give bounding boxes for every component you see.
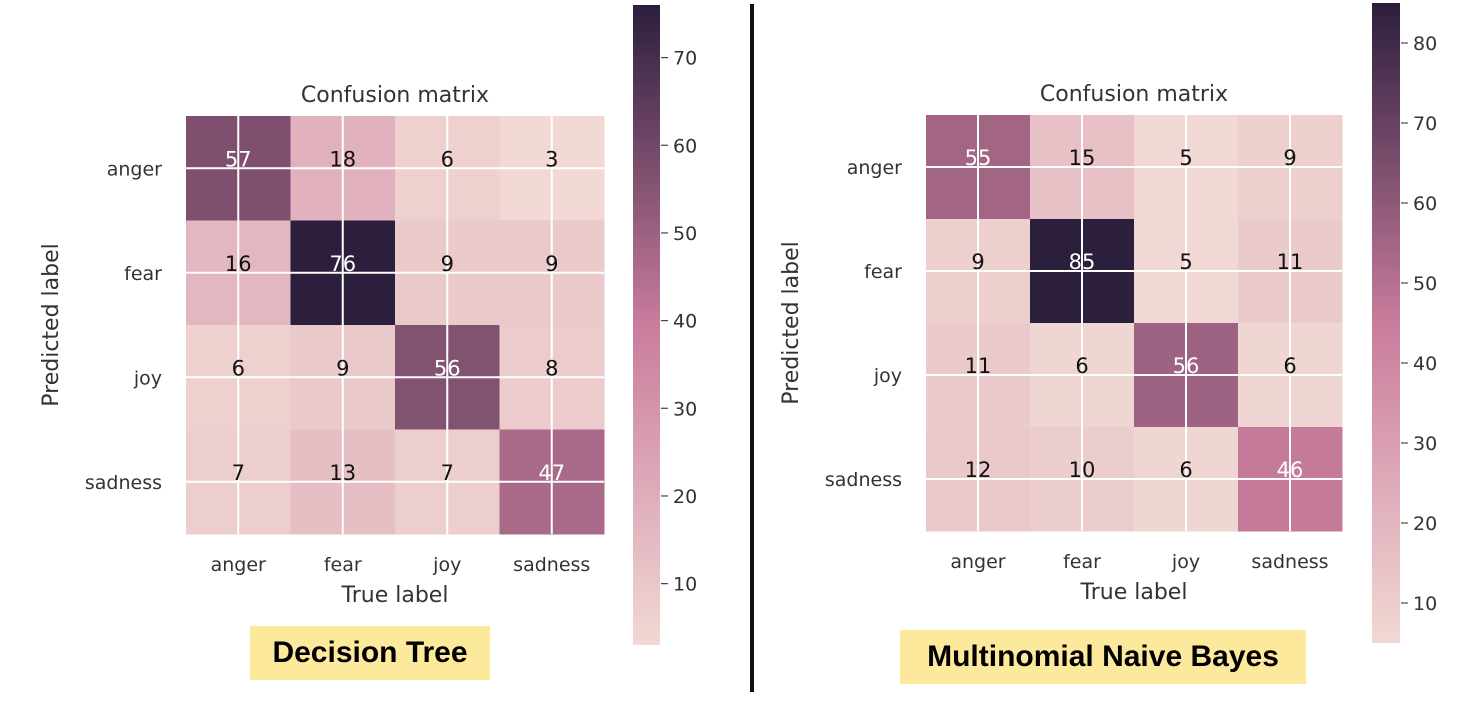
x-tick-label-1: fear: [1063, 551, 1101, 573]
value-label-3-3: 46: [1277, 458, 1304, 482]
panel-divider: [750, 4, 754, 692]
value-label-1-0: 9: [971, 250, 984, 274]
value-label-1-3: 9: [545, 252, 558, 276]
x-tick-label-0: anger: [950, 551, 1005, 573]
y-tick-label-3: sadness: [85, 472, 162, 494]
value-label-0-0: 57: [225, 147, 252, 171]
chart-title: Confusion matrix: [1040, 82, 1228, 107]
x-axis-label: True label: [341, 583, 449, 608]
colorbar-tick-label-3: 40: [1413, 353, 1437, 375]
value-label-0-2: 6: [441, 147, 454, 171]
value-label-2-1: 6: [1075, 354, 1088, 378]
colorbar-tick-label-4: 50: [673, 223, 697, 245]
value-label-2-3: 6: [1283, 354, 1296, 378]
value-label-0-1: 18: [329, 147, 356, 171]
colorbar-tick-label-2: 30: [1413, 433, 1437, 455]
chart-title: Confusion matrix: [301, 83, 489, 108]
colorbar-tick-label-1: 20: [1413, 513, 1437, 535]
value-label-3-2: 6: [1179, 458, 1192, 482]
value-label-3-3: 47: [538, 461, 565, 485]
colorbar-tick-label-1: 20: [673, 486, 697, 508]
value-label-0-3: 9: [1283, 146, 1296, 170]
value-label-2-0: 11: [965, 354, 992, 378]
x-tick-label-3: sadness: [1251, 551, 1328, 573]
value-label-0-3: 3: [545, 147, 558, 171]
y-tick-label-1: fear: [864, 261, 902, 283]
colorbar-tick-label-0: 10: [1413, 593, 1437, 615]
value-label-2-2: 56: [434, 356, 461, 380]
decision-tree-confusion-matrix: 57 18 6 3 16 76 9 9 6 9 56 8 7 13 7 47 Confusion matrix a…: [39, 5, 697, 645]
colorbar-tick-label-3: 40: [673, 311, 697, 333]
y-tick-label-0: anger: [107, 158, 162, 180]
y-axis-label: Predicted label: [779, 241, 804, 404]
x-tick-label-1: fear: [324, 554, 362, 576]
y-tick-label-3: sadness: [825, 469, 902, 491]
value-label-1-1: 76: [329, 252, 356, 276]
value-label-2-0: 6: [232, 356, 245, 380]
y-tick-label-0: anger: [847, 157, 902, 179]
decision-tree-caption: Decision Tree: [250, 626, 490, 680]
x-tick-label-2: joy: [432, 554, 461, 576]
value-label-3-1: 13: [329, 461, 356, 485]
x-tick-label-3: sadness: [513, 554, 590, 576]
value-label-2-3: 8: [545, 356, 558, 380]
colorbar-tick-label-5: 60: [1413, 193, 1437, 215]
value-label-3-2: 7: [441, 461, 454, 485]
y-axis-label: Predicted label: [39, 243, 64, 406]
colorbar-tick-label-6: 70: [1413, 113, 1437, 135]
value-label-1-0: 16: [225, 252, 252, 276]
colorbar-tick-label-0: 10: [673, 574, 697, 596]
colorbar-tick-label-2: 30: [673, 398, 697, 420]
y-tick-label-1: fear: [124, 263, 162, 285]
value-label-2-2: 56: [1173, 354, 1200, 378]
colorbar-tick-label-5: 60: [673, 135, 697, 157]
value-label-0-2: 5: [1179, 146, 1192, 170]
value-label-1-3: 11: [1277, 250, 1304, 274]
value-label-1-2: 9: [441, 252, 454, 276]
colorbar: [633, 5, 660, 645]
value-label-1-1: 85: [1069, 250, 1096, 274]
left-panel: 57 18 6 3 16 76 9 9 6 9 56 8 7 13 7 47 Confusion matrix a…: [39, 5, 697, 645]
colorbar: [1372, 3, 1400, 643]
colorbar-tick-label-7: 80: [1413, 33, 1437, 55]
value-label-2-1: 9: [336, 356, 349, 380]
value-label-3-0: 12: [965, 458, 992, 482]
value-label-0-0: 55: [965, 146, 992, 170]
y-tick-label-2: joy: [873, 365, 902, 387]
right-panel: 55 15 5 9 9 85 5 11 11 6 56 6 12 10 6 46 Confusion matri…: [740, 0, 1474, 704]
x-tick-label-0: anger: [211, 554, 266, 576]
y-tick-label-2: joy: [133, 367, 162, 389]
value-label-3-1: 10: [1069, 458, 1096, 482]
colorbar-tick-label-6: 70: [673, 48, 697, 70]
colorbar-tick-label-4: 50: [1413, 273, 1437, 295]
x-tick-label-2: joy: [1171, 551, 1200, 573]
x-axis-label: True label: [1080, 580, 1188, 605]
value-label-0-1: 15: [1069, 146, 1096, 170]
naive-bayes-caption: Multinomial Naive Bayes: [900, 630, 1306, 684]
value-label-1-2: 5: [1179, 250, 1192, 274]
naive-bayes-confusion-matrix: 55 15 5 9 9 85 5 11 11 6 56 6 12 10 6 46 Confusion matri…: [779, 3, 1437, 643]
value-label-3-0: 7: [232, 461, 245, 485]
